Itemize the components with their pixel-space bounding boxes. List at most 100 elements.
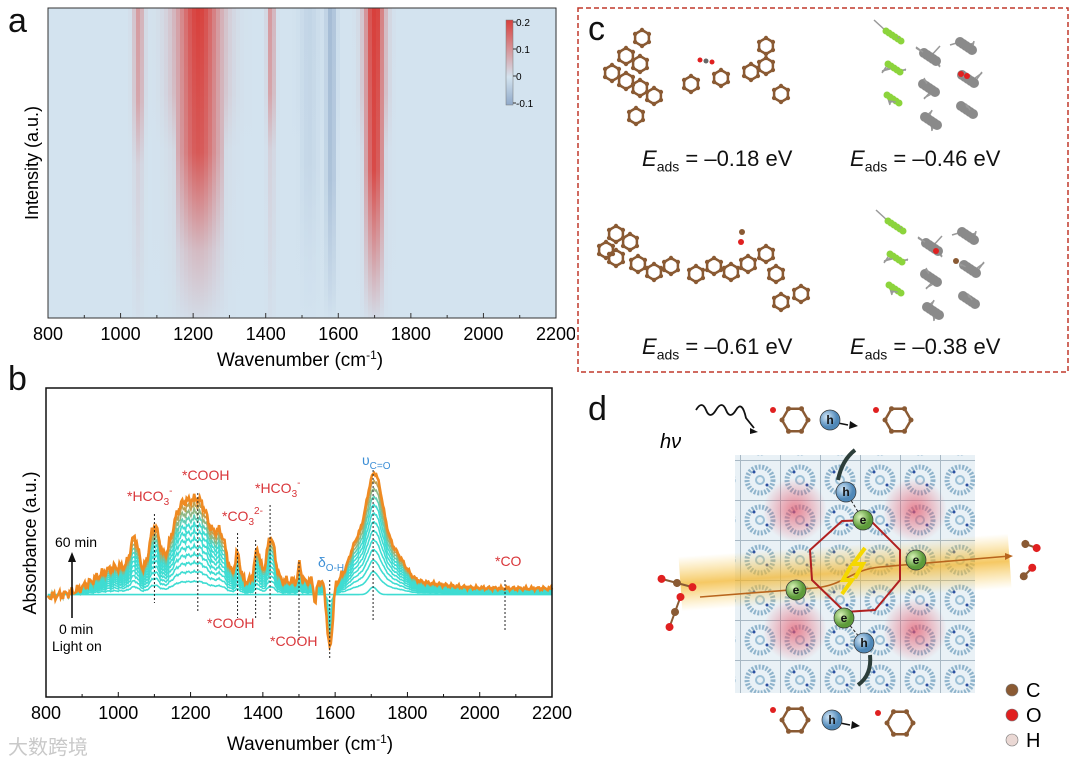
hole-sphere bbox=[821, 709, 843, 731]
carbon-atom bbox=[910, 720, 916, 726]
spectra-series bbox=[46, 470, 554, 652]
heatmap-column bbox=[400, 8, 405, 318]
benzene-ring bbox=[883, 407, 913, 433]
benzene-ring bbox=[607, 248, 625, 268]
heatmap-column bbox=[120, 8, 125, 318]
carbon-atom bbox=[613, 239, 619, 245]
oxygen-atom bbox=[770, 407, 776, 413]
benzene-ring bbox=[617, 71, 635, 91]
carbon-atom bbox=[763, 55, 769, 61]
carbon-atom bbox=[613, 247, 619, 253]
heatmap-column bbox=[296, 8, 301, 318]
carbon-atom bbox=[780, 275, 786, 281]
carbon-atom bbox=[752, 257, 758, 263]
benzene-ring bbox=[885, 710, 915, 736]
benzene-ring bbox=[757, 244, 775, 264]
legend-swatch bbox=[1005, 733, 1019, 747]
benzene-ring bbox=[633, 28, 651, 48]
carbon-atom bbox=[756, 39, 762, 45]
halogen-atom bbox=[895, 99, 903, 107]
carbon-atom bbox=[908, 417, 914, 423]
carbon-atom bbox=[799, 706, 804, 712]
carbon-atom bbox=[633, 105, 639, 111]
colorbar-tick-label: 0.1 bbox=[516, 45, 530, 56]
carbon-atom bbox=[644, 89, 650, 95]
electron-sphere bbox=[852, 509, 874, 531]
carbon-atom bbox=[610, 251, 616, 257]
x-tick-label: 1000 bbox=[101, 324, 141, 344]
heatmap-column bbox=[452, 8, 457, 318]
electron: e bbox=[905, 549, 927, 571]
oxygen-atom bbox=[1032, 544, 1041, 553]
heatmap-column bbox=[240, 8, 245, 318]
carbon-atom bbox=[805, 295, 811, 301]
carbon-atom bbox=[763, 51, 769, 57]
benzene-ring bbox=[631, 78, 649, 98]
benzene-ring bbox=[682, 74, 700, 94]
carbon-atom bbox=[756, 247, 762, 253]
heatmap-column bbox=[544, 8, 549, 318]
pore-highlight bbox=[763, 478, 827, 542]
carbon-atom bbox=[596, 243, 602, 249]
carbon-atom bbox=[627, 231, 633, 237]
carbon-atom bbox=[609, 78, 615, 84]
colorbar-tick-label: -0.1 bbox=[516, 99, 534, 110]
carbon-atom bbox=[616, 57, 622, 63]
carbon-atom bbox=[613, 263, 619, 269]
heatmap-column bbox=[68, 8, 73, 318]
transfer-path bbox=[699, 555, 1011, 598]
carbon-atom bbox=[639, 43, 645, 49]
eads-value: Eads = –0.46 eV bbox=[850, 146, 1001, 175]
heatmap-column bbox=[536, 8, 541, 318]
colorbar-tick-label: 0.2 bbox=[516, 18, 530, 29]
carbon-atom bbox=[623, 45, 629, 51]
heatmap-column bbox=[136, 8, 141, 318]
heatmap-column bbox=[532, 8, 537, 318]
heatmap-column bbox=[252, 8, 257, 318]
legend-swatch bbox=[1005, 683, 1019, 697]
carbon-atom bbox=[711, 255, 717, 261]
panel-d-label: d bbox=[588, 390, 607, 428]
carbon-atom bbox=[671, 608, 679, 616]
carbon-atom bbox=[610, 243, 616, 249]
panel-b-label: b bbox=[8, 360, 27, 398]
carbon-atom bbox=[616, 74, 622, 80]
carbon-atom bbox=[644, 97, 650, 103]
benzene-ring bbox=[767, 264, 785, 284]
heatmap-column bbox=[236, 8, 241, 318]
carbon-atom bbox=[644, 273, 650, 279]
carbon-atom bbox=[623, 61, 629, 67]
heatmap-column bbox=[468, 8, 473, 318]
carbon-atom bbox=[763, 243, 769, 249]
heatmap-column bbox=[524, 8, 529, 318]
carbon-atom bbox=[668, 271, 674, 277]
carbon-atom bbox=[681, 85, 687, 91]
heatmap-area bbox=[48, 8, 557, 318]
heatmap-column bbox=[184, 8, 189, 318]
carbon-atom bbox=[735, 273, 741, 279]
heatmap-column bbox=[152, 8, 157, 318]
heatmap-column bbox=[156, 8, 161, 318]
heatmap-column bbox=[380, 8, 385, 318]
halogen-atom bbox=[899, 227, 907, 235]
heatmap-column bbox=[228, 8, 233, 318]
carbon-atom bbox=[693, 263, 699, 269]
benzene-ring bbox=[742, 62, 760, 82]
heatmap-column bbox=[160, 8, 165, 318]
carbon-atom bbox=[616, 82, 622, 88]
heatmap-column bbox=[244, 8, 249, 318]
heatmap-column bbox=[368, 8, 373, 318]
cluster-structure bbox=[873, 19, 983, 132]
benzene-ring bbox=[645, 86, 663, 106]
carbon-atom bbox=[637, 93, 643, 99]
carbon-atom bbox=[609, 62, 615, 68]
oxygen-atom bbox=[964, 73, 970, 79]
heatmap-column bbox=[460, 8, 465, 318]
carbon-atom bbox=[635, 269, 641, 275]
spectra-chart: *HCO3- *COOH *CO32- *HCO3- *COOH *COOH δO-H υC=… bbox=[20, 387, 572, 755]
metal-atom bbox=[967, 45, 977, 55]
carbon-atom bbox=[628, 257, 634, 263]
x-tick-label: 1800 bbox=[391, 324, 431, 344]
peak-annotation: *HCO3- bbox=[127, 486, 172, 508]
